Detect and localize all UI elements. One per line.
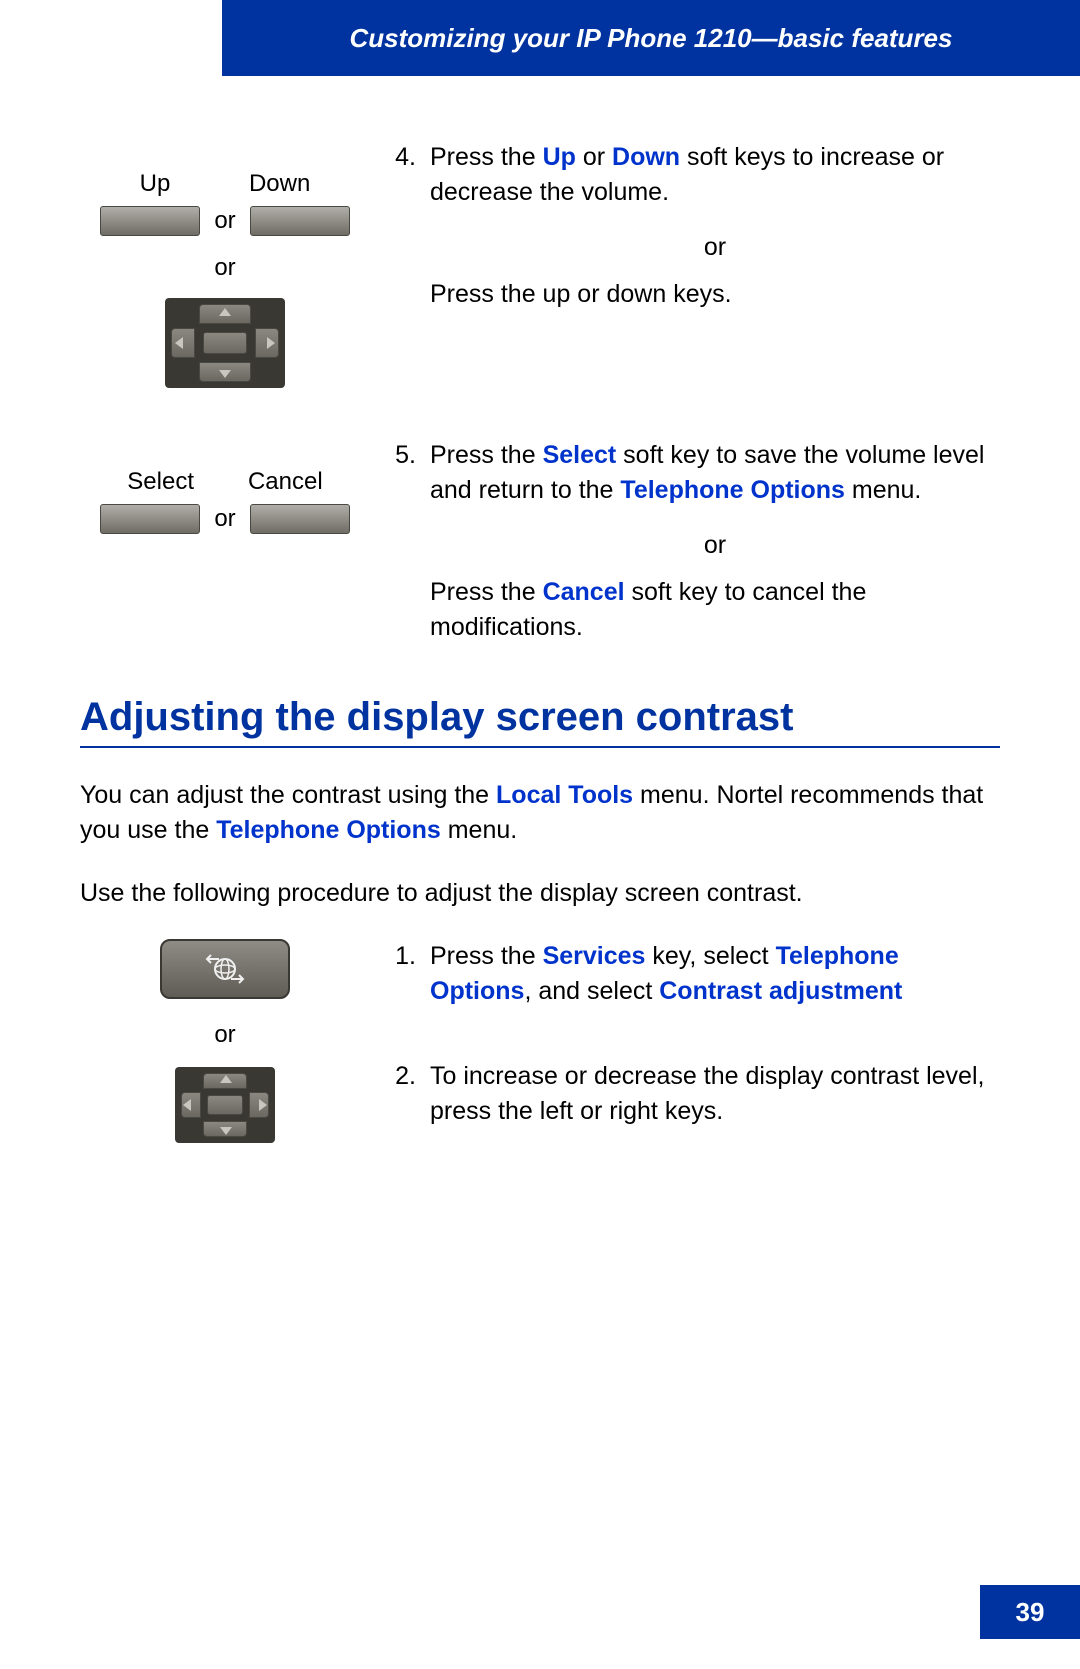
up-link: Up (543, 143, 576, 171)
step-5-text: 5. Press the Select soft key to save the… (390, 438, 1000, 645)
procedure-text: 1. Press the Services key, select Teleph… (390, 939, 1000, 1143)
text: menu. (845, 476, 921, 504)
text: key, select (645, 942, 775, 970)
step-5-alt: Press the Cancel soft key to cancel the … (430, 575, 1000, 645)
step-number: 2. (390, 1059, 416, 1129)
local-tools-link: Local Tools (496, 781, 633, 809)
proc-step-1-body: Press the Services key, select Telephone… (430, 939, 1000, 1009)
proc-step-1: 1. Press the Services key, select Teleph… (390, 939, 1000, 1009)
header-title: Customizing your IP Phone 1210—basic fea… (350, 23, 953, 54)
nav-pad-icon (165, 298, 285, 388)
step-4-keys: Up Down or or (80, 140, 370, 388)
section-para-1: You can adjust the contrast using the Lo… (80, 778, 1000, 848)
text: You can adjust the contrast using the (80, 781, 496, 809)
softkey-pair-selectcancel: Select Cancel or (100, 468, 349, 534)
up-label: Up (140, 170, 171, 198)
section-para-2: Use the following procedure to adjust th… (80, 876, 1000, 911)
telephone-options-link: Telephone Options (216, 816, 441, 844)
text: menu. (441, 816, 517, 844)
step-4-text: 4. Press the Up or Down soft keys to inc… (390, 140, 1000, 388)
header-bar: Customizing your IP Phone 1210—basic fea… (222, 0, 1080, 76)
up-softkey-icon (100, 206, 200, 236)
cancel-label: Cancel (248, 468, 323, 496)
proc-step-2: 2. To increase or decrease the display c… (390, 1059, 1000, 1129)
procedure-keys: or (80, 939, 370, 1143)
step-number: 4. (390, 140, 416, 312)
nav-pad-icon (175, 1067, 275, 1143)
nav-pad-wrap (165, 298, 285, 388)
step-5-main: 5. Press the Select soft key to save the… (390, 438, 1000, 645)
step-number: 5. (390, 438, 416, 645)
contrast-adjustment-link: Contrast adjustment (659, 977, 902, 1005)
cancel-softkey-icon (250, 504, 350, 534)
softkey-btn-row: or (100, 206, 349, 236)
select-link: Select (543, 441, 617, 469)
step-4-main: 4. Press the Up or Down soft keys to inc… (390, 140, 1000, 312)
down-softkey-icon (250, 206, 350, 236)
text: , and select (524, 977, 659, 1005)
step-5-body: Press the Select soft key to save the vo… (430, 438, 1000, 645)
step-number: 1. (390, 939, 416, 1009)
down-label: Down (249, 170, 310, 198)
services-link: Services (543, 942, 646, 970)
step-5-row: Select Cancel or 5. Press the Select sof… (80, 438, 1000, 645)
or-text: or (430, 528, 1000, 563)
globe-arrows-icon (205, 949, 245, 989)
or-text: or (214, 254, 235, 282)
down-link: Down (612, 143, 680, 171)
services-key-icon (160, 939, 290, 999)
text: Press the (430, 441, 543, 469)
text: Press the (430, 942, 543, 970)
select-softkey-icon (100, 504, 200, 534)
step-4-alt: Press the up or down keys. (430, 277, 1000, 312)
or-text: or (214, 207, 235, 235)
proc-step-2-body: To increase or decrease the display cont… (430, 1059, 1000, 1129)
softkey-pair-updown: Up Down or (100, 170, 349, 236)
softkey-label-row: Up Down (100, 170, 349, 198)
select-label: Select (127, 468, 194, 496)
nav-pad-wrap (175, 1067, 275, 1143)
step-4-body: Press the Up or Down soft keys to increa… (430, 140, 1000, 312)
page-number-value: 39 (1016, 1597, 1045, 1628)
softkey-btn-row: or (100, 504, 349, 534)
page-number: 39 (980, 1585, 1080, 1639)
text: or (576, 143, 612, 171)
or-text: or (430, 230, 1000, 265)
or-text: or (214, 1021, 235, 1049)
page-content: Up Down or or (80, 140, 1000, 1193)
step-4-row: Up Down or or (80, 140, 1000, 388)
text: Press the (430, 578, 543, 606)
telephone-options-link: Telephone Options (620, 476, 845, 504)
or-text: or (214, 505, 235, 533)
softkey-label-row: Select Cancel (100, 468, 349, 496)
text: Press the (430, 143, 543, 171)
section-heading: Adjusting the display screen contrast (80, 695, 1000, 748)
step-5-keys: Select Cancel or (80, 438, 370, 645)
procedure-row: or 1. Press the Services (80, 939, 1000, 1143)
cancel-link: Cancel (543, 578, 625, 606)
